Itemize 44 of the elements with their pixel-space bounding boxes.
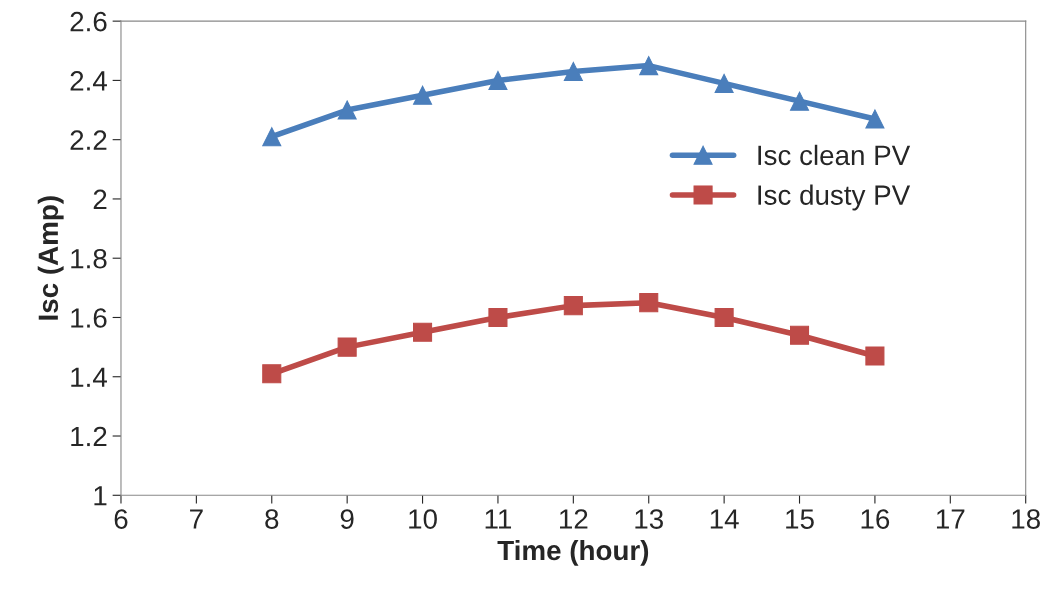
point xyxy=(262,127,282,147)
y-axis-title: Isc (Amp) xyxy=(37,196,64,320)
point xyxy=(337,337,357,357)
x-tick-label: 8 xyxy=(265,509,279,529)
point xyxy=(639,293,659,313)
point xyxy=(865,346,885,366)
x-tick-label: 6 xyxy=(114,509,128,529)
y-tick-label: 2.4 xyxy=(70,71,107,91)
y-tick-label: 1 xyxy=(94,486,107,506)
x-tick-label: 17 xyxy=(936,509,965,529)
legend-label: Isc dusty PV xyxy=(758,184,911,211)
x-tick-label: 7 xyxy=(190,509,203,529)
point xyxy=(413,85,433,105)
point xyxy=(639,56,659,76)
point xyxy=(865,109,885,129)
x-tick-label: 9 xyxy=(340,509,354,529)
x-tick-label: 18 xyxy=(1012,509,1040,529)
point xyxy=(337,100,357,120)
y-tick-label: 1.6 xyxy=(71,308,107,328)
point xyxy=(488,70,508,90)
point xyxy=(714,307,734,328)
point xyxy=(563,296,583,316)
point xyxy=(563,61,583,82)
x-tick-label: 12 xyxy=(560,509,588,529)
x-tick-label: 11 xyxy=(485,509,512,529)
point xyxy=(789,325,810,345)
y-tick-label: 1.4 xyxy=(71,367,107,387)
point xyxy=(714,73,734,93)
y-tick-label: 2.2 xyxy=(70,130,107,150)
x-tick-label: 15 xyxy=(786,509,814,529)
point xyxy=(789,91,810,111)
point xyxy=(262,364,282,384)
y-tick-label: 2.6 xyxy=(70,11,107,32)
x-tick-label: 10 xyxy=(409,509,437,529)
y-tick-label: 2 xyxy=(93,189,107,210)
x-tick-label: 13 xyxy=(635,509,663,529)
point xyxy=(413,322,433,342)
y-tick-label: 1.8 xyxy=(71,248,107,269)
y-tick-label: 1.2 xyxy=(71,426,107,447)
x-tick-label: 14 xyxy=(710,509,739,529)
x-axis-title: Time (hour) xyxy=(497,539,649,566)
x-tick-label: 16 xyxy=(861,509,890,529)
point xyxy=(488,307,508,328)
legend-label: Isc clean PV xyxy=(758,144,911,166)
